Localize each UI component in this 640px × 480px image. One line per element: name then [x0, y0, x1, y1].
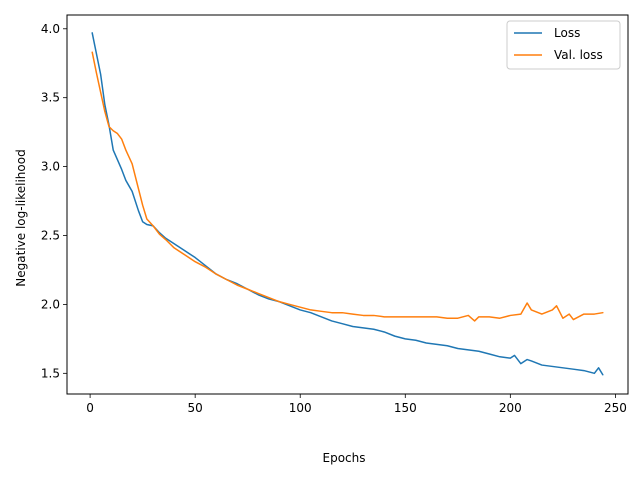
series-layer	[91, 32, 604, 376]
y-axis-ticks: 1.5 2.0 2.5 3.0 3.5 4.0	[41, 22, 67, 380]
series-line-val-loss	[91, 51, 604, 322]
legend-label-val-loss: Val. loss	[554, 48, 603, 62]
y-tick-label: 1.5	[41, 366, 60, 380]
y-tick-label: 3.5	[41, 91, 60, 105]
legend: Loss Val. loss	[506, 20, 621, 70]
y-tick-label: 2.5	[41, 229, 60, 243]
x-axis-label: Epochs	[323, 451, 366, 465]
x-tick-label: 0	[86, 401, 94, 415]
legend-label-loss: Loss	[554, 26, 580, 40]
x-tick-label: 150	[394, 401, 417, 415]
y-tick-label: 4.0	[41, 22, 60, 36]
x-axis-ticks: 0 50 100 150 200 250	[86, 394, 627, 415]
y-axis-label: Negative log-likelihood	[14, 149, 28, 286]
series-line-loss	[91, 32, 604, 376]
y-tick-label: 3.0	[41, 160, 60, 174]
plot-area	[67, 15, 628, 394]
x-tick-label: 250	[604, 401, 627, 415]
x-tick-label: 50	[188, 401, 203, 415]
x-tick-label: 100	[289, 401, 312, 415]
plot-frame	[66, 14, 629, 395]
x-tick-label: 200	[499, 401, 522, 415]
y-tick-label: 2.0	[41, 297, 60, 311]
